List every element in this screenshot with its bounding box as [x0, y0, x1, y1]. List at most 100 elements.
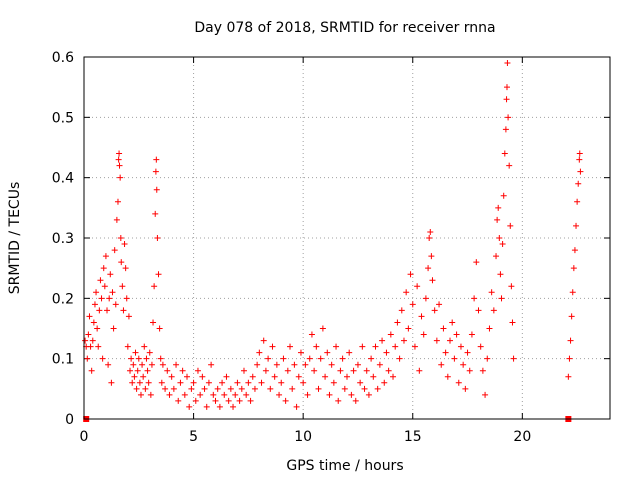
data-point [416, 367, 423, 374]
data-point [232, 391, 239, 398]
data-point [315, 385, 322, 392]
data-point [344, 373, 350, 380]
data-point [392, 343, 399, 350]
data-point [115, 156, 122, 163]
data-point [89, 337, 96, 344]
data-point [101, 283, 108, 290]
data-point [159, 361, 166, 368]
data-point [490, 307, 497, 314]
data-point [496, 235, 503, 241]
data-point [186, 403, 193, 410]
data-point [201, 385, 208, 392]
data-point [99, 355, 106, 362]
data-point [374, 385, 381, 392]
data-point [151, 283, 158, 290]
data-point [431, 307, 438, 314]
data-point [282, 397, 289, 404]
data-point [576, 150, 583, 157]
data-point [120, 307, 127, 314]
data-point [426, 235, 433, 241]
y-tick-label: 0.4 [52, 171, 74, 187]
data-point [258, 379, 265, 386]
data-point [300, 379, 307, 386]
data-point [502, 126, 509, 133]
data-point [133, 385, 140, 392]
data-point [82, 337, 89, 344]
data-point [108, 379, 115, 386]
data-point [267, 385, 274, 392]
data-point [212, 397, 219, 404]
data-point [339, 355, 346, 362]
data-point [190, 379, 197, 386]
data-point [84, 355, 91, 362]
data-point [175, 397, 182, 404]
data-point [451, 355, 458, 362]
data-point [348, 391, 355, 398]
data-point [113, 216, 120, 223]
data-point [121, 241, 128, 248]
data-point [477, 343, 484, 350]
data-point [199, 373, 206, 380]
data-point [411, 343, 418, 350]
data-point [500, 192, 507, 199]
data-point [571, 247, 578, 254]
data-point [350, 367, 357, 374]
data-point [227, 385, 234, 392]
data-point [129, 379, 136, 386]
data-point [499, 241, 506, 248]
data-point [361, 385, 368, 392]
data-point [574, 198, 581, 205]
data-point [166, 391, 173, 398]
data-point [363, 367, 370, 374]
data-point [387, 331, 394, 338]
data-point [273, 361, 280, 368]
data-point [457, 343, 464, 350]
data-point [400, 337, 407, 344]
data-point [365, 391, 372, 398]
data-point [256, 349, 263, 356]
data-point [501, 150, 508, 157]
data-point [297, 349, 304, 356]
data-point [104, 307, 111, 314]
data-point [155, 271, 162, 278]
y-tick-label: 0.2 [52, 291, 74, 307]
data-point [486, 325, 493, 332]
data-point [280, 355, 287, 362]
data-point [330, 379, 337, 386]
data-point [94, 325, 101, 332]
data-point [214, 385, 221, 392]
data-point [311, 367, 318, 374]
data-point [291, 361, 298, 368]
data-point [245, 379, 252, 386]
data-point [137, 391, 144, 398]
data-point [449, 319, 456, 326]
data-point [168, 373, 175, 380]
data-point [306, 355, 313, 362]
data-point [475, 307, 482, 314]
data-point [428, 253, 435, 260]
data-point [95, 343, 102, 350]
data-point [117, 174, 124, 181]
data-point [112, 301, 119, 308]
data-point [394, 319, 401, 326]
data-point [143, 355, 150, 362]
data-point [385, 367, 392, 374]
data-point [90, 319, 97, 326]
data-point [158, 379, 165, 386]
plot-frame [83, 56, 611, 420]
data-point [495, 204, 502, 211]
data-point [173, 361, 180, 368]
data-point [484, 355, 491, 362]
data-point [418, 313, 425, 320]
data-point [383, 349, 390, 356]
data-point [144, 367, 151, 374]
data-point [276, 391, 283, 398]
data-point [203, 403, 210, 410]
data-point [154, 235, 161, 241]
data-point [436, 301, 443, 308]
data-point [504, 60, 511, 67]
data-point [295, 373, 302, 380]
data-point [230, 403, 237, 410]
y-tick-label: 0.6 [52, 50, 74, 66]
